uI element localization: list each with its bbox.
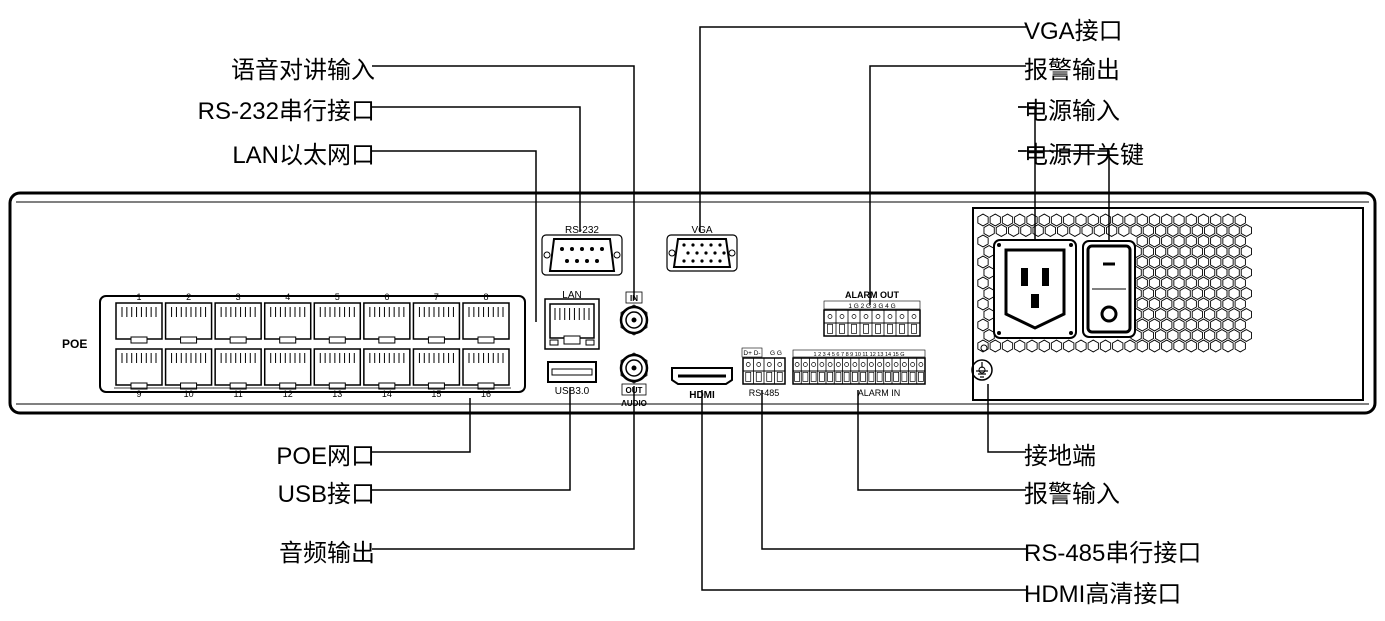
svg-text:12: 12	[283, 389, 293, 399]
callout-ground: 接地端	[1024, 436, 1096, 471]
callout-audio-out: 音频输出	[279, 533, 375, 568]
svg-text:D+ D-: D+ D-	[743, 350, 760, 357]
device-rear-panel-diagram: POE19210311412513614715816RS-232VGALANUS…	[0, 0, 1385, 621]
svg-text:USB3.0: USB3.0	[555, 386, 590, 397]
callout-rs485: RS-485串行接口	[1024, 533, 1201, 568]
callout-poe: POE网口	[276, 436, 375, 471]
svg-text:8: 8	[483, 292, 488, 302]
svg-text:5: 5	[335, 292, 340, 302]
callout-power-in: 电源输入	[1024, 91, 1120, 126]
svg-text:RS-485: RS-485	[749, 388, 780, 398]
svg-text:6: 6	[384, 292, 389, 302]
svg-text:10: 10	[184, 389, 194, 399]
svg-text:15: 15	[431, 389, 441, 399]
callout-hdmi: HDMI高清接口	[1024, 574, 1181, 609]
svg-text:3: 3	[236, 292, 241, 302]
callout-alarm-out: 报警输出	[1024, 50, 1120, 85]
callout-lan: LAN以太网口	[232, 135, 375, 170]
svg-text:1: 1	[136, 292, 141, 302]
svg-text:13: 13	[332, 389, 342, 399]
svg-text:RS-232: RS-232	[565, 225, 599, 236]
svg-text:2: 2	[186, 292, 191, 302]
callout-power-sw: 电源开关键	[1024, 135, 1144, 170]
svg-text:14: 14	[382, 389, 392, 399]
callout-rs232: RS-232串行接口	[198, 91, 375, 126]
callout-alarm-in: 报警输入	[1024, 474, 1120, 509]
svg-text:16: 16	[481, 389, 491, 399]
svg-text:11: 11	[233, 389, 242, 399]
svg-text:POE: POE	[62, 337, 87, 351]
callout-vga: VGA接口	[1024, 11, 1123, 46]
svg-text:4: 4	[285, 292, 290, 302]
svg-text:G G: G G	[770, 350, 782, 357]
callout-voice-in: 语音对讲输入	[231, 50, 375, 85]
svg-text:ALARM IN: ALARM IN	[858, 388, 901, 398]
callout-usb: USB接口	[278, 474, 375, 509]
svg-text:ALARM OUT: ALARM OUT	[845, 290, 899, 300]
svg-text:9: 9	[136, 389, 141, 399]
svg-text:7: 7	[434, 292, 439, 302]
svg-text:VGA: VGA	[691, 225, 712, 236]
